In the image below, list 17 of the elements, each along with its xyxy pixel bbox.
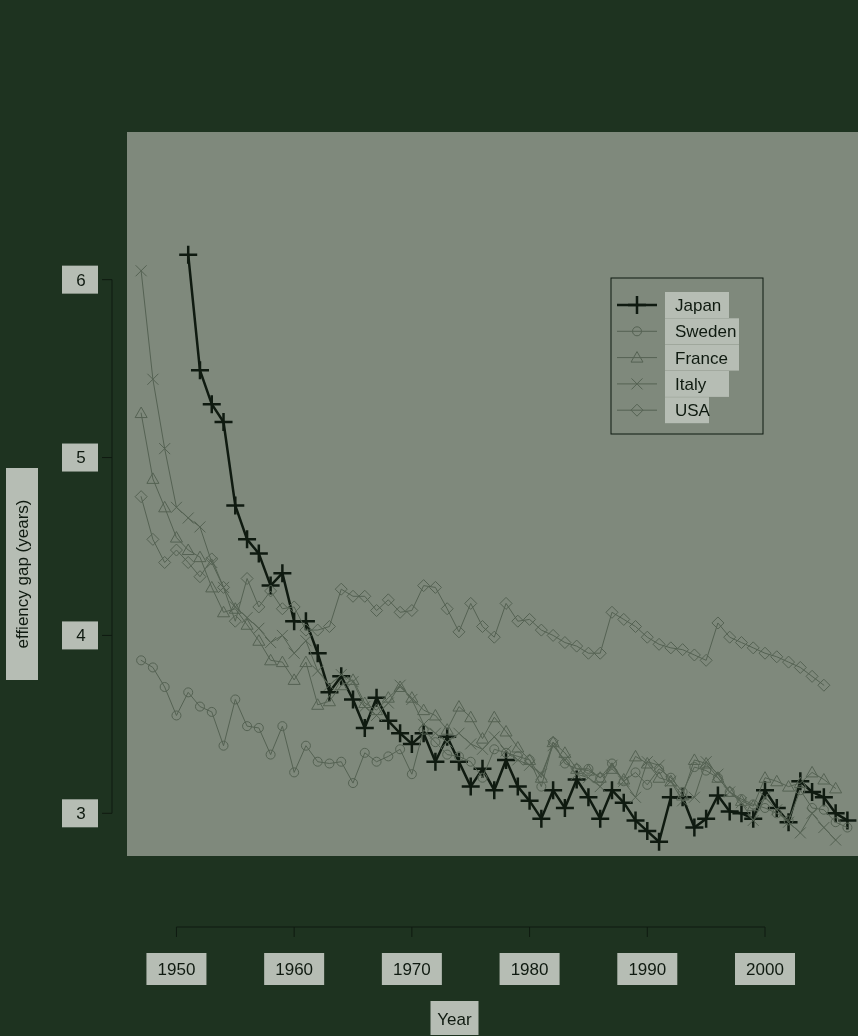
y-tick-label: 4 (76, 626, 86, 646)
legend-label: France (675, 348, 728, 368)
y-tick-label: 6 (76, 270, 86, 290)
x-tick-label: 1980 (510, 959, 549, 979)
legend-label: Italy (675, 374, 707, 394)
legend-label: USA (675, 401, 711, 421)
legend-label: Japan (675, 295, 722, 315)
x-tick-label: 1960 (275, 959, 314, 979)
y-axis-title: effiency gap (years) (12, 499, 32, 649)
x-axis-title: Year (437, 1009, 473, 1029)
x-tick-label: 2000 (746, 959, 784, 979)
x-tick-label: 1970 (392, 959, 431, 979)
y-tick-label: 3 (76, 804, 86, 824)
legend-label: Sweden (675, 322, 737, 342)
y-tick-label: 5 (76, 448, 86, 468)
x-tick-label: 1950 (157, 959, 196, 979)
x-tick-label: 1990 (628, 959, 667, 979)
